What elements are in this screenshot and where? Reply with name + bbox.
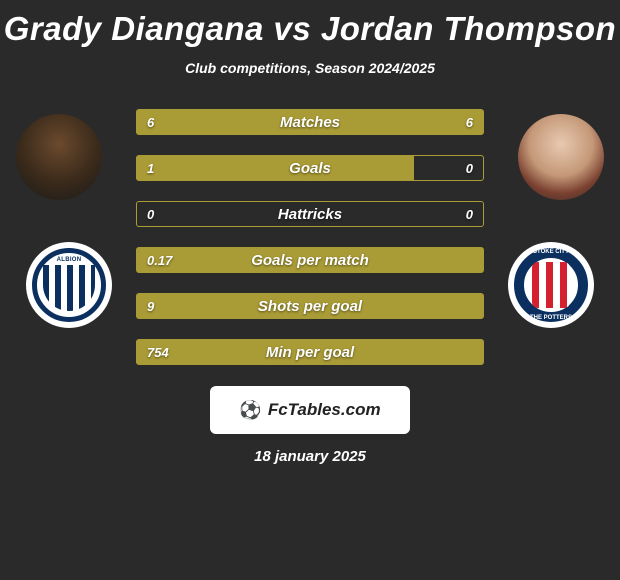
stats-area: ALBION STOKE CITY THE POTTERS 6Matches61…	[0, 114, 620, 384]
branding-badge: ⚽ FcTables.com	[210, 386, 410, 434]
stat-label: Goals	[137, 160, 483, 177]
subtitle: Club competitions, Season 2024/2025	[0, 60, 620, 76]
stat-row: 0.17Goals per match	[136, 247, 484, 273]
club-left-label: ALBION	[37, 257, 101, 263]
date-label: 18 january 2025	[0, 448, 620, 465]
stat-label: Min per goal	[137, 344, 483, 361]
stat-row: 6Matches6	[136, 109, 484, 135]
player-right-avatar	[518, 114, 604, 200]
club-left-badge: ALBION	[26, 242, 112, 328]
club-right-label-top: STOKE CITY	[514, 249, 588, 255]
stat-label: Hattricks	[137, 206, 483, 223]
stat-value-right: 0	[466, 207, 473, 222]
stat-value-right: 6	[466, 115, 473, 130]
soccer-ball-icon: ⚽	[239, 400, 261, 421]
stat-label: Shots per goal	[137, 298, 483, 315]
stat-row: 1Goals0	[136, 155, 484, 181]
stat-label: Matches	[137, 114, 483, 131]
page-title: Grady Diangana vs Jordan Thompson	[0, 0, 620, 48]
club-right-label-bottom: THE POTTERS	[514, 315, 588, 321]
stat-label: Goals per match	[137, 252, 483, 269]
player-left-avatar	[16, 114, 102, 200]
stat-row: 0Hattricks0	[136, 201, 484, 227]
branding-text: FcTables.com	[268, 400, 381, 420]
stat-row: 9Shots per goal	[136, 293, 484, 319]
club-right-badge: STOKE CITY THE POTTERS	[508, 242, 594, 328]
stat-rows: 6Matches61Goals00Hattricks00.17Goals per…	[136, 109, 484, 385]
stat-value-right: 0	[466, 161, 473, 176]
stat-row: 754Min per goal	[136, 339, 484, 365]
